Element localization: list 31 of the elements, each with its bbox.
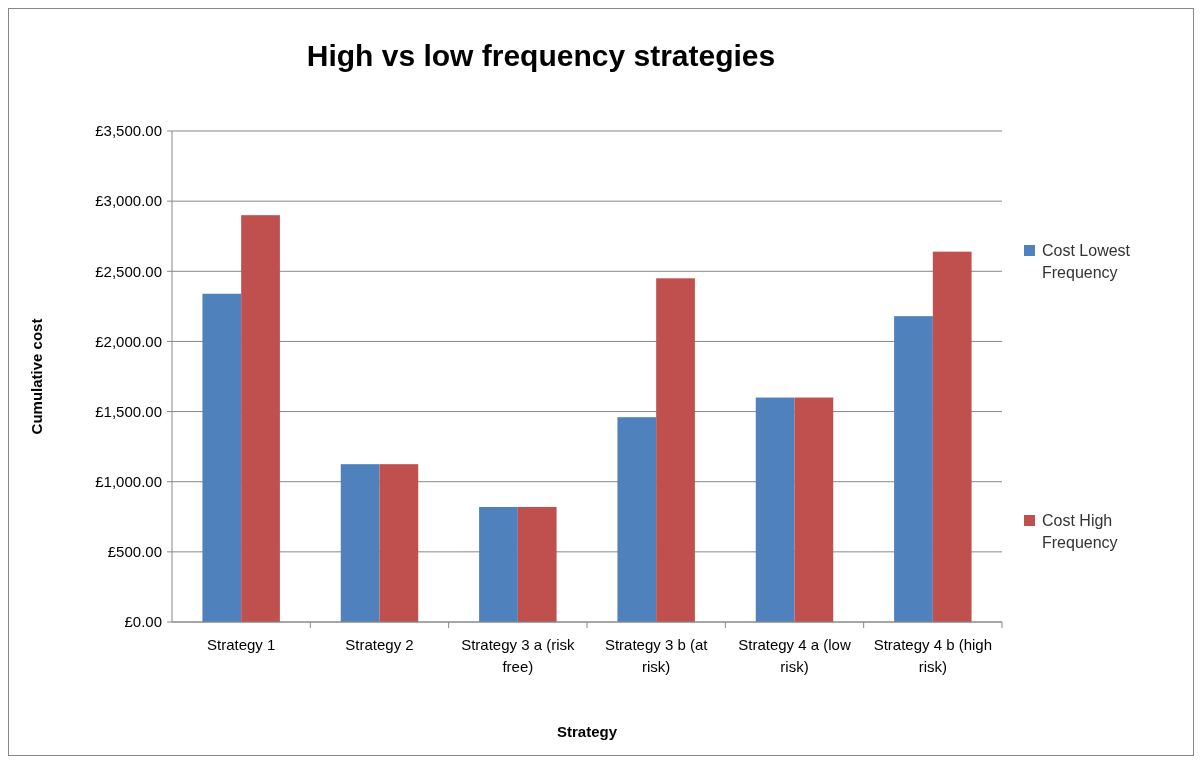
x-tick-label: Strategy 4 b (high risk) <box>873 636 993 675</box>
x-tick-label: Strategy 3 a (risk free) <box>461 636 576 675</box>
bar <box>379 464 419 622</box>
bar <box>517 506 557 622</box>
bar <box>932 251 972 622</box>
legend-label: Cost High Frequency <box>1042 512 1118 551</box>
bar <box>202 293 242 622</box>
bar <box>617 417 657 622</box>
bar <box>794 397 834 622</box>
legend-label: Cost Lowest Frequency <box>1042 242 1131 281</box>
y-tick-label: £2,000.00 <box>95 332 162 350</box>
bar <box>479 506 518 622</box>
chart-title: High vs low frequency strategies <box>306 39 776 72</box>
x-tick-label: Strategy 2 <box>345 636 414 653</box>
bar <box>755 397 795 622</box>
y-tick-label: £1,500.00 <box>95 402 162 420</box>
y-tick-label: £2,500.00 <box>95 262 162 280</box>
bar <box>656 278 695 622</box>
y-tick-label: £0.00 <box>124 613 162 631</box>
y-axis-title: Cumulative cost <box>28 318 45 435</box>
x-tick-label: Strategy 1 <box>206 636 276 653</box>
y-tick-label: £500.00 <box>107 543 162 561</box>
x-axis-title: Strategy <box>556 723 618 740</box>
x-tick-label: Strategy 4 a (low risk) <box>738 636 851 675</box>
bar <box>241 215 280 622</box>
y-tick-label: £1,000.00 <box>95 472 162 490</box>
y-tick-label: £3,000.00 <box>95 192 162 210</box>
bar <box>340 464 380 622</box>
bar <box>894 316 933 622</box>
y-tick-label: £3,500.00 <box>95 122 162 140</box>
x-tick-label: Strategy 3 b (at risk) <box>604 636 709 675</box>
